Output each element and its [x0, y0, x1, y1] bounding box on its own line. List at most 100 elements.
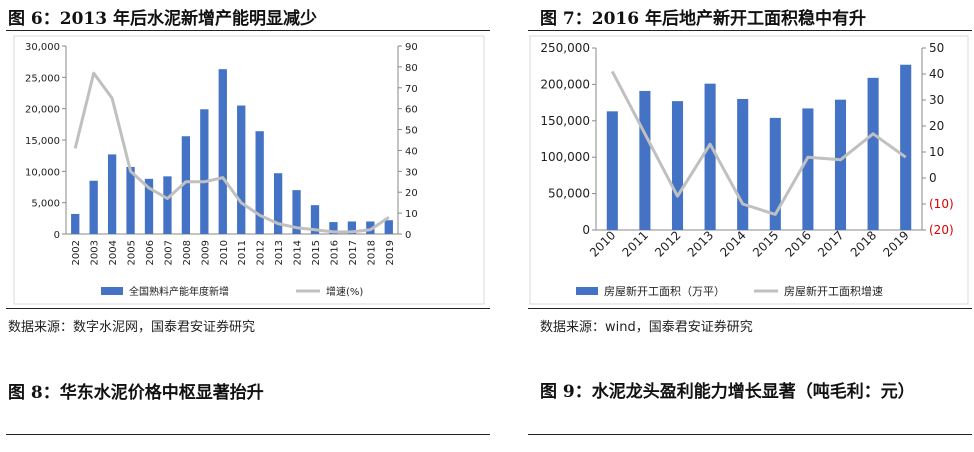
bar-2005 — [126, 166, 135, 234]
right-axis-tick-label: 20 — [929, 119, 944, 133]
x-tick-label: 2004 — [108, 240, 119, 265]
x-tick-label: 2012 — [652, 228, 683, 259]
x-tick-label: 2008 — [182, 240, 193, 265]
x-tick-label: 2018 — [366, 240, 377, 265]
x-tick-label: 2011 — [237, 240, 248, 265]
right-axis-tick-label: 80 — [405, 63, 418, 74]
bar-2012 — [255, 131, 264, 234]
left-axis-tick-label: 200,000 — [540, 77, 590, 91]
housing-starts-chart: 0 50,000 100,000 150,000 200,000 250,000 (20) (… — [529, 35, 969, 305]
left-axis-tick-label: 0 — [582, 223, 590, 237]
right-axis-tick-label: 50 — [405, 126, 418, 137]
bar-2012 — [671, 101, 684, 230]
bar-2008 — [181, 136, 191, 234]
right-axis-tick-label: 30 — [929, 93, 944, 107]
right-axis-tick-label: (20) — [929, 223, 954, 237]
x-tick-label: 2014 — [717, 228, 748, 259]
x-tick-label: 2011 — [620, 228, 651, 259]
bar-2013 — [273, 173, 283, 234]
right-axis-tick-label: 0 — [929, 171, 937, 185]
bar-2011 — [639, 90, 651, 230]
left-axis-tick-label: 50,000 — [548, 187, 590, 201]
x-tick-label: 2016 — [329, 240, 340, 265]
right-axis-tick-label: 30 — [405, 167, 418, 178]
bar-2013 — [704, 83, 716, 230]
bar-2015 — [769, 117, 781, 230]
bar-2017 — [347, 221, 357, 234]
x-tick-label: 2005 — [127, 240, 138, 265]
legend-bar-swatch — [101, 287, 123, 295]
right-axis-tick-label: 70 — [405, 84, 418, 95]
figure-9-title: 图 9：水泥龙头盈利能力增长显著（吨毛利：元） — [540, 382, 915, 402]
right-axis-tick-label: 60 — [405, 105, 418, 116]
right-axis-tick-label: 40 — [405, 146, 418, 157]
x-tick-label: 2006 — [145, 240, 156, 265]
bar-2019 — [384, 220, 393, 234]
figure-9-rule — [528, 434, 972, 435]
legend-bar-label: 房屋新开工面积（万平） — [604, 284, 725, 298]
figure-7-top-rule — [528, 30, 972, 31]
bar-2017 — [834, 99, 847, 230]
x-tick-label: 2019 — [385, 240, 396, 265]
left-axis-tick-label: 20,000 — [25, 105, 60, 116]
left-axis-tick-label: 5,000 — [31, 199, 60, 210]
x-tick-label: 2012 — [256, 240, 267, 265]
x-tick-label: 2013 — [685, 228, 716, 259]
bar-2002 — [71, 213, 80, 234]
bar-2018 — [366, 221, 375, 234]
figure-8-title: 图 8：华东水泥价格中枢显著抬升 — [8, 383, 264, 403]
bar-2016 — [329, 222, 338, 234]
bar-2019 — [900, 64, 912, 230]
x-tick-label: 2009 — [200, 240, 211, 265]
growth-rate-line — [73, 71, 390, 234]
left-axis-tick-label: 250,000 — [540, 41, 590, 55]
bar-2007 — [163, 176, 172, 234]
figure-7-title: 图 7：2016 年后地产新开工面积稳中有升 — [540, 9, 866, 29]
x-tick-label: 2014 — [293, 240, 304, 265]
bar-2009 — [200, 109, 209, 234]
x-tick-label: 2010 — [587, 228, 618, 259]
x-tick-label: 2017 — [348, 240, 359, 265]
bar-2016 — [802, 108, 814, 230]
left-axis-tick-label: 10,000 — [25, 167, 60, 178]
bar-2014 — [292, 190, 301, 234]
right-axis-tick-label: 20 — [405, 188, 418, 199]
legend-line-label: 房屋新开工面积增速 — [784, 284, 883, 298]
figure-8-rule — [6, 434, 490, 435]
x-tick-label: 2018 — [848, 228, 879, 259]
right-axis-tick-label: 10 — [929, 145, 944, 159]
bar-2011 — [237, 105, 246, 235]
x-tick-label: 2003 — [90, 240, 101, 265]
left-axis-tick-label: 25,000 — [25, 73, 60, 84]
x-tick-label: 2007 — [163, 240, 174, 265]
legend-bar-swatch — [576, 287, 598, 295]
bar-2015 — [310, 205, 320, 234]
left-axis-tick-label: 15,000 — [25, 136, 60, 147]
bar-2003 — [89, 180, 98, 234]
x-tick-label: 2015 — [311, 240, 322, 265]
left-axis-tick-label: 150,000 — [540, 114, 590, 128]
figure-7-bottom-rule — [528, 308, 972, 309]
right-axis-tick-label: 0 — [405, 230, 411, 241]
x-tick-label: 2013 — [274, 240, 285, 265]
left-axis-tick-label: 0 — [54, 230, 60, 241]
figure-6-bottom-rule — [6, 308, 490, 309]
left-axis-tick-label: 100,000 — [540, 150, 590, 164]
figure-7-source: 数据来源：wind，国泰君安证券研究 — [540, 320, 753, 335]
x-tick-label: 2019 — [880, 228, 911, 259]
right-axis-tick-label: 40 — [929, 67, 944, 81]
figure-6-top-rule — [6, 30, 490, 31]
left-axis-tick-label: 30,000 — [25, 42, 60, 53]
figure-6-source: 数据来源：数字水泥网，国泰君安证券研究 — [8, 320, 256, 335]
bar-2010 — [606, 111, 618, 230]
bar-2018 — [867, 77, 879, 231]
right-axis-tick-label: 90 — [405, 42, 418, 53]
x-tick-label: 2017 — [815, 228, 846, 259]
chart-frame — [13, 35, 485, 305]
chart-frame — [529, 35, 969, 305]
x-tick-label: 2010 — [219, 240, 230, 265]
cement-capacity-chart: 0 5,000 10,000 15,000 20,000 25,000 30,000 0 10 2… — [13, 35, 485, 305]
legend-bar-label: 全国熟料产能年度新增 — [129, 285, 229, 298]
bar-2010 — [218, 69, 227, 234]
x-tick-label: 2016 — [783, 228, 814, 259]
